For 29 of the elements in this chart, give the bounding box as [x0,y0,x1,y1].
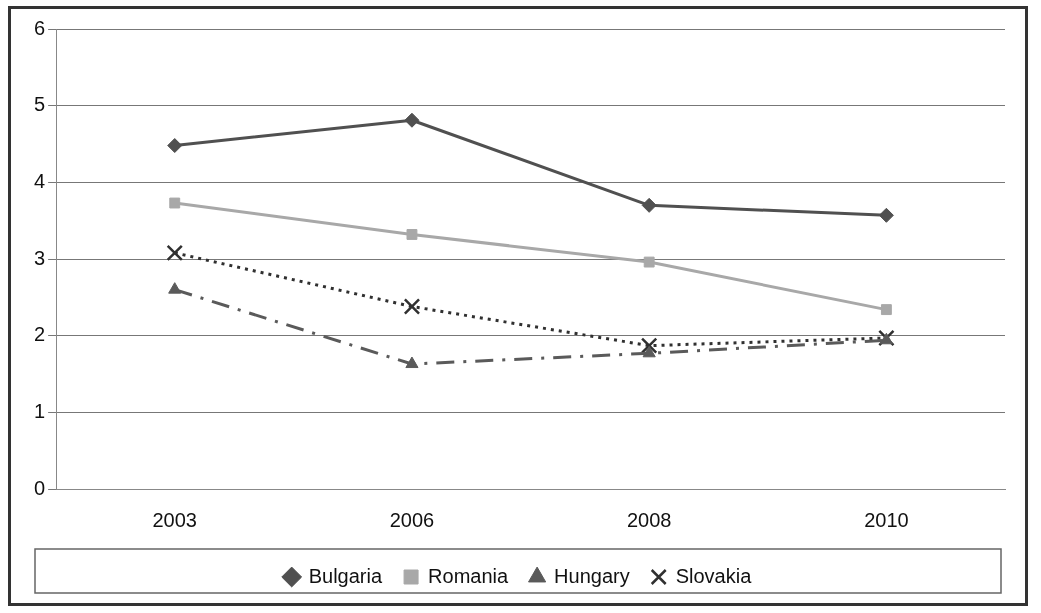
point [404,112,420,128]
y-tick-label: 4 [34,169,46,192]
x-tick-label: 2010 [864,508,909,531]
point [643,256,655,268]
point [406,229,418,240]
point [880,304,892,316]
legend-label: Hungary [554,564,630,587]
y-tick-label: 3 [34,246,46,269]
x-tick-label: 2008 [626,508,672,531]
legend-label: Slovakia [675,564,753,587]
x-tick-label: 2006 [389,508,435,531]
point [641,197,657,213]
point [167,138,183,154]
legend-label: Bulgaria [308,564,383,587]
x-tick-label: 2003 [152,508,197,531]
point [878,207,894,223]
y-tick-label: 5 [34,93,46,116]
point [403,298,421,315]
point [405,356,419,369]
point [169,197,181,209]
point [166,244,184,262]
y-tick-label: 0 [34,476,46,499]
y-tick-label: 1 [34,399,46,422]
point [168,282,182,294]
y-tick-label: 2 [34,323,46,346]
legend-label: Romania [428,564,509,587]
y-tick-label: 6 [34,16,46,39]
point [640,337,658,354]
point [642,345,656,358]
